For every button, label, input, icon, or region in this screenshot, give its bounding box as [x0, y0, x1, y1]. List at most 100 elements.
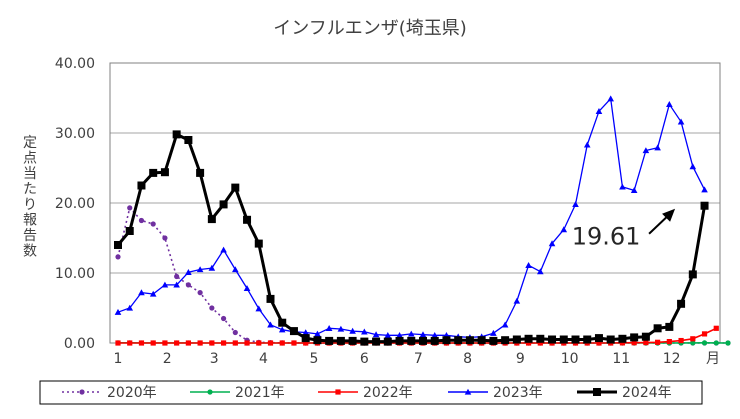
- data-point: [407, 337, 415, 345]
- x-tick-label: 7: [414, 351, 423, 367]
- y-label-char: 当: [23, 166, 37, 182]
- x-tick-label: 1: [114, 351, 123, 367]
- data-point: [244, 340, 249, 345]
- y-tick-label: 40.00: [55, 56, 95, 72]
- y-label-char: 報: [23, 213, 37, 229]
- data-point: [572, 201, 579, 207]
- data-point: [419, 337, 427, 345]
- data-point: [139, 218, 144, 223]
- data-point: [115, 254, 120, 259]
- data-point: [221, 340, 226, 345]
- data-point: [701, 186, 708, 192]
- data-point: [243, 216, 251, 224]
- series-2023年: [115, 95, 708, 340]
- data-point: [584, 142, 591, 148]
- data-point: [302, 334, 310, 342]
- data-point: [501, 336, 509, 344]
- x-tick-label: 8: [463, 351, 472, 367]
- data-point: [665, 323, 673, 331]
- data-point: [174, 274, 179, 279]
- data-point: [514, 298, 521, 304]
- data-point: [255, 240, 263, 248]
- chart-title: インフルエンザ(埼玉県): [273, 18, 467, 39]
- y-label-char: 定: [23, 135, 37, 151]
- data-point: [255, 305, 262, 311]
- data-point: [560, 336, 568, 344]
- data-point: [537, 268, 544, 274]
- data-point: [325, 337, 333, 345]
- legend-label: 2021年: [235, 385, 285, 401]
- data-point: [396, 337, 404, 345]
- data-point: [151, 340, 156, 345]
- data-point: [714, 326, 719, 331]
- data-point: [137, 182, 145, 190]
- data-point: [607, 336, 615, 344]
- data-point: [525, 262, 532, 268]
- y-tick-label: 30.00: [55, 126, 95, 142]
- data-point: [560, 226, 567, 232]
- legend-label: 2022年: [363, 385, 413, 401]
- x-tick-label: 6: [360, 351, 369, 367]
- data-point: [268, 340, 273, 345]
- annotation: 19.61: [572, 209, 675, 251]
- data-point: [630, 333, 638, 341]
- data-point: [666, 101, 673, 107]
- y-label-char: た: [23, 182, 37, 198]
- data-point: [232, 266, 239, 272]
- data-point: [466, 336, 474, 344]
- data-point: [209, 340, 214, 345]
- data-point: [701, 202, 709, 210]
- data-point: [489, 337, 497, 345]
- x-tick-label: 3: [210, 351, 219, 367]
- data-point: [548, 336, 556, 344]
- legend-label: 2023年: [493, 385, 543, 401]
- data-point: [161, 168, 169, 176]
- y-label-char: 告: [23, 228, 37, 244]
- data-point: [714, 340, 719, 345]
- data-point: [127, 340, 132, 345]
- data-point: [372, 338, 380, 346]
- data-point: [525, 335, 533, 343]
- data-point: [233, 340, 238, 345]
- data-point: [593, 388, 601, 396]
- data-point: [290, 327, 298, 335]
- data-point: [690, 336, 695, 341]
- data-point: [677, 300, 685, 308]
- data-point: [654, 144, 661, 150]
- y-tick-label: 10.00: [55, 266, 95, 282]
- data-point: [186, 282, 191, 287]
- data-point: [173, 130, 181, 138]
- data-point: [702, 340, 707, 345]
- data-point: [384, 338, 392, 346]
- data-point: [267, 295, 275, 303]
- data-point: [442, 336, 450, 344]
- data-point: [291, 340, 296, 345]
- y-tick-label: 20.00: [55, 196, 95, 212]
- data-point: [115, 340, 120, 345]
- data-point: [198, 290, 203, 295]
- data-point: [149, 169, 157, 177]
- data-point: [221, 316, 226, 321]
- data-point: [478, 336, 486, 344]
- data-point: [654, 324, 662, 332]
- data-point: [536, 335, 544, 343]
- x-tick-label: 10: [561, 351, 579, 367]
- data-point: [595, 334, 603, 342]
- x-axis-unit-label: 月: [706, 351, 720, 367]
- data-point: [502, 322, 509, 328]
- data-point: [678, 338, 683, 343]
- data-point: [162, 235, 167, 240]
- data-point: [337, 337, 345, 345]
- data-point: [256, 340, 261, 345]
- y-label-char: 数: [23, 244, 37, 260]
- data-point: [655, 340, 660, 345]
- x-tick-label: 5: [309, 351, 318, 367]
- data-point: [209, 305, 214, 310]
- data-point: [207, 389, 212, 394]
- data-point: [208, 215, 216, 223]
- annotation-value-label: 19.61: [572, 223, 641, 251]
